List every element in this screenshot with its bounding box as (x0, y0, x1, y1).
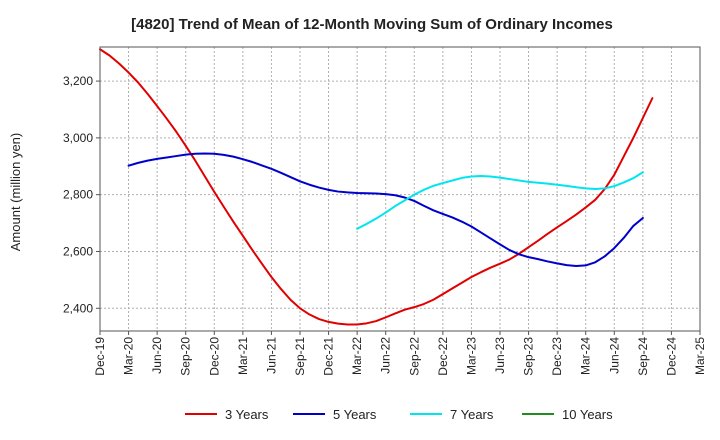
x-tick-label: Dec-20 (207, 337, 221, 376)
x-tick-label: Mar-25 (693, 337, 707, 375)
y-axis-ticks: 2,400 2,600 2,800 3,000 3,200 (63, 74, 100, 315)
x-tick-label: Mar-22 (350, 337, 364, 375)
x-tick-label: Dec-22 (436, 337, 450, 376)
y-axis-label: Amount (million yen) (8, 133, 23, 252)
x-tick-label: Mar-20 (122, 337, 136, 375)
legend: 3 Years 5 Years 7 Years 10 Years (185, 407, 613, 422)
x-tick-label: Jun-22 (379, 337, 393, 374)
y-tick-label: 2,400 (63, 301, 93, 315)
y-tick-label: 2,600 (63, 244, 93, 258)
series-lines (99, 48, 654, 326)
legend-label-5-years: 5 Years (333, 407, 377, 422)
chart-title: [4820] Trend of Mean of 12-Month Moving … (131, 16, 613, 33)
y-tick-label: 2,800 (63, 188, 93, 202)
x-tick-label: Sep-22 (407, 337, 421, 376)
x-tick-label: Dec-24 (664, 337, 678, 376)
x-tick-label: Mar-21 (236, 337, 250, 375)
x-tick-label: Sep-20 (179, 337, 193, 376)
y-tick-label: 3,000 (63, 131, 93, 145)
x-tick-label: Dec-23 (550, 337, 564, 376)
gridlines (100, 47, 700, 331)
plot-area-frame (99, 46, 701, 332)
x-tick-label: Jun-20 (150, 337, 164, 374)
x-axis-ticks: Dec-19 Mar-20 Jun-20 Sep-20 Dec-20 Mar-21 Jun-… (93, 331, 707, 376)
legend-label-10-years: 10 Years (562, 407, 613, 422)
x-tick-label: Mar-23 (464, 337, 478, 375)
x-tick-label: Dec-19 (93, 337, 107, 376)
legend-label-7-years: 7 Years (450, 407, 494, 422)
x-tick-label: Sep-21 (293, 337, 307, 376)
series-line-3-years (99, 48, 654, 326)
y-tick-label: 3,200 (63, 74, 93, 88)
x-tick-label: Mar-24 (579, 337, 593, 375)
x-tick-label: Sep-24 (636, 337, 650, 376)
series-line-5-years (127, 152, 644, 267)
x-tick-label: Jun-23 (493, 337, 507, 374)
x-tick-label: Jun-24 (607, 337, 621, 374)
x-tick-label: Jun-21 (264, 337, 278, 374)
x-tick-label: Sep-23 (522, 337, 536, 376)
legend-label-3-years: 3 Years (225, 407, 269, 422)
series-line-7-years (356, 171, 644, 230)
x-tick-label: Dec-21 (322, 337, 336, 376)
